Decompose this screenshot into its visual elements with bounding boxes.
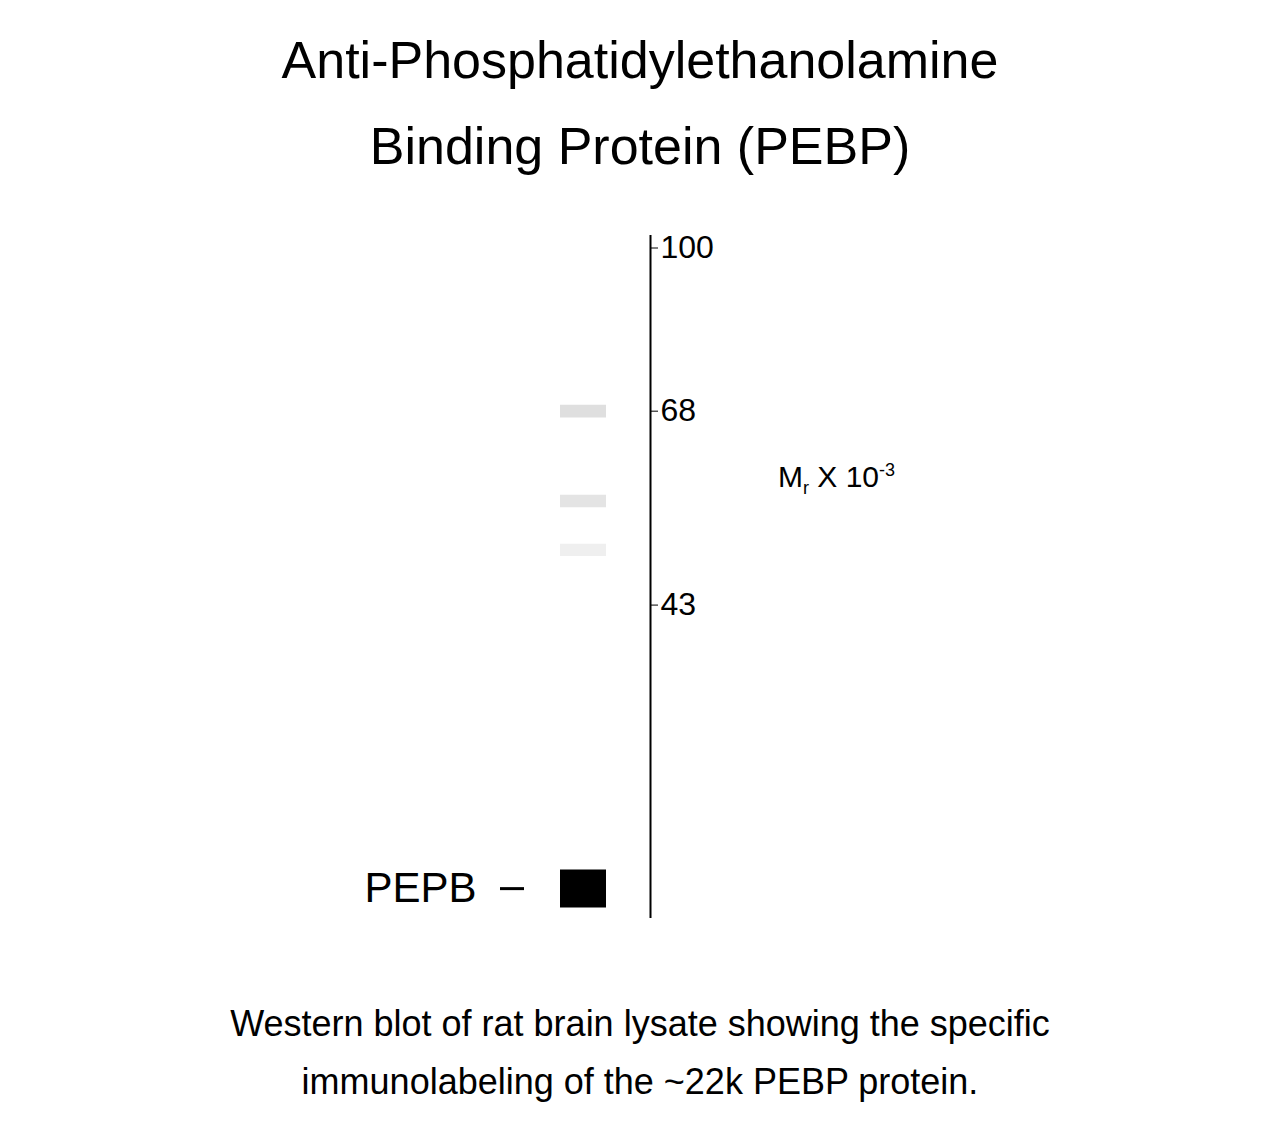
html-text:Anti-Phosphatidylethanolamine: Anti-Phosphatidylethanolamine [281, 31, 999, 89]
svg-text:43: 43 [661, 586, 697, 622]
svg-text:68: 68 [661, 392, 697, 428]
html-text:Western blot of rat brain lysa: Western blot of rat brain lysate showing… [230, 1003, 1050, 1044]
html-text:MrX 10-3: MrX 10-3 [778, 460, 896, 498]
svg-text:100: 100 [661, 229, 714, 265]
svg-text:PEPB: PEPB [364, 864, 476, 911]
html-text:immunolabeling of the ~22k PEB: immunolabeling of the ~22k PEBP protein. [301, 1061, 979, 1102]
html-text:Binding Protein (PEBP): Binding Protein (PEBP) [369, 117, 911, 175]
